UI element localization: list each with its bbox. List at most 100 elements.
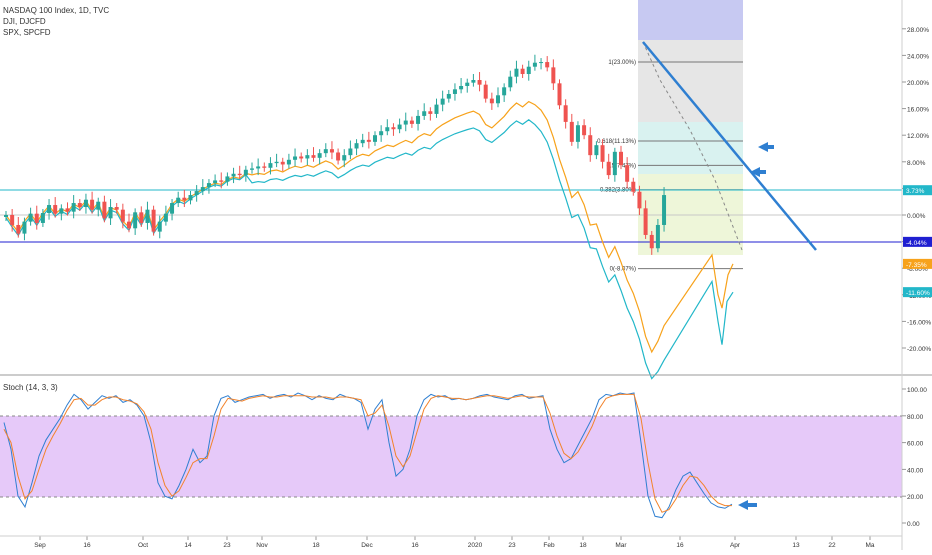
candle-body xyxy=(323,149,328,154)
candle-body xyxy=(151,209,156,232)
x-tick-label: 23 xyxy=(223,542,231,549)
candle-body xyxy=(256,166,261,169)
candle-body xyxy=(77,203,82,208)
downtrend-line[interactable] xyxy=(642,41,817,251)
y-tick-label: 20.00% xyxy=(907,80,929,87)
candle-body xyxy=(569,121,574,142)
price-badge-label: -11.60% xyxy=(906,290,930,297)
stoch-y-tick-label: 80.00 xyxy=(907,414,924,421)
candle-body xyxy=(655,224,660,249)
x-tick-label: Mar xyxy=(615,542,627,549)
candle-body xyxy=(496,95,500,104)
stoch-lines xyxy=(3,392,733,519)
candle-body xyxy=(96,201,101,210)
candle-body xyxy=(477,80,482,85)
candle-body xyxy=(403,120,408,125)
candles xyxy=(4,54,667,255)
candle-body xyxy=(539,62,544,64)
arrow-annotations xyxy=(738,142,774,510)
price-badge-label: -7.35% xyxy=(906,262,927,269)
candle-body xyxy=(336,152,341,161)
candle-body xyxy=(649,234,654,249)
y-tick-label: 28.00% xyxy=(907,27,929,34)
candle-body xyxy=(127,221,131,229)
fib-level-label: 1(23.00%) xyxy=(608,60,636,66)
candle-body xyxy=(59,208,64,214)
candle-body xyxy=(65,208,70,212)
candle-body xyxy=(575,125,580,142)
candle-body xyxy=(428,111,433,114)
stoch-k-line[interactable] xyxy=(3,392,733,519)
arrow-left-icon xyxy=(738,500,757,510)
x-tick-label: 16 xyxy=(676,542,684,549)
overlay-legend-spx: SPX, SPCFD xyxy=(3,28,51,37)
y-tick-label: 8.00% xyxy=(907,160,926,167)
price-badge-label: -4.04% xyxy=(906,240,927,247)
stoch-axis: 100.00 80.00 60.00 40.00 20.00 0.00 xyxy=(902,387,927,528)
candle-body xyxy=(625,165,630,182)
candle-body xyxy=(83,199,88,208)
candle-body xyxy=(145,209,150,223)
x-tick-label: Dec xyxy=(361,542,373,549)
overlay-legend-dji: DJI, DJCFD xyxy=(3,17,46,26)
candle-body xyxy=(631,181,636,192)
candle-body xyxy=(163,213,168,222)
candle-body xyxy=(280,161,285,165)
candle-body xyxy=(139,212,144,223)
candle-body xyxy=(637,191,642,209)
projection-dashed-line xyxy=(642,41,743,251)
candle-body xyxy=(612,151,617,176)
candle-body xyxy=(594,145,599,156)
candle-body xyxy=(514,68,519,77)
candle-body xyxy=(28,213,33,222)
y-tick-label: -8.00% xyxy=(907,266,928,273)
candle-body xyxy=(502,87,507,96)
candle-body xyxy=(489,98,494,104)
candle-body xyxy=(274,161,279,164)
x-tick-label: 23 xyxy=(508,542,516,549)
stoch-y-tick-label: 0.00 xyxy=(907,521,920,528)
candle-body xyxy=(619,151,623,166)
candle-body xyxy=(600,145,605,162)
candle-body xyxy=(520,68,525,75)
candle-body xyxy=(237,173,242,176)
candle-body xyxy=(465,82,470,86)
fib-zones xyxy=(0,0,902,497)
candle-body xyxy=(250,168,254,170)
stoch-y-tick-label: 20.00 xyxy=(907,494,924,501)
candle-body xyxy=(360,139,365,144)
x-tick-label: Oct xyxy=(138,542,148,549)
candle-body xyxy=(354,143,359,149)
candle-body xyxy=(268,163,273,168)
candle-body xyxy=(440,98,445,105)
candle-body xyxy=(225,176,230,182)
candle-body xyxy=(409,120,414,124)
dji-line[interactable] xyxy=(5,100,734,354)
x-tick-label: 18 xyxy=(579,542,587,549)
y-tick-label: 0.00% xyxy=(907,213,926,220)
y-tick-label: -16.00% xyxy=(907,319,931,326)
candle-body xyxy=(133,212,138,229)
candle-body xyxy=(545,62,550,68)
y-tick-label: 16.00% xyxy=(907,107,929,114)
spx-line[interactable] xyxy=(5,118,734,380)
x-tick-label: Nov xyxy=(256,542,268,549)
candle-body xyxy=(643,208,648,235)
fib-level-label: 0.618(11.13%) xyxy=(597,139,636,145)
candle-body xyxy=(379,131,384,136)
price-badges: 3.73% -4.04% -7.35% -11.60% xyxy=(903,185,932,298)
overlay-lines xyxy=(5,100,734,380)
price-badge-label: 3.73% xyxy=(906,188,925,195)
x-tick-label: 16 xyxy=(411,542,419,549)
stoch-d-line[interactable] xyxy=(3,393,732,513)
stoch-band xyxy=(0,416,902,497)
arrow-left-icon xyxy=(758,142,774,152)
candle-body xyxy=(206,183,211,188)
fib-level-label: 0.382(3.80%) xyxy=(600,188,636,194)
candle-body xyxy=(422,111,427,116)
candle-body xyxy=(53,205,58,214)
candle-body xyxy=(582,125,587,136)
x-tick-label: 18 xyxy=(312,542,320,549)
price-badge xyxy=(903,185,932,196)
